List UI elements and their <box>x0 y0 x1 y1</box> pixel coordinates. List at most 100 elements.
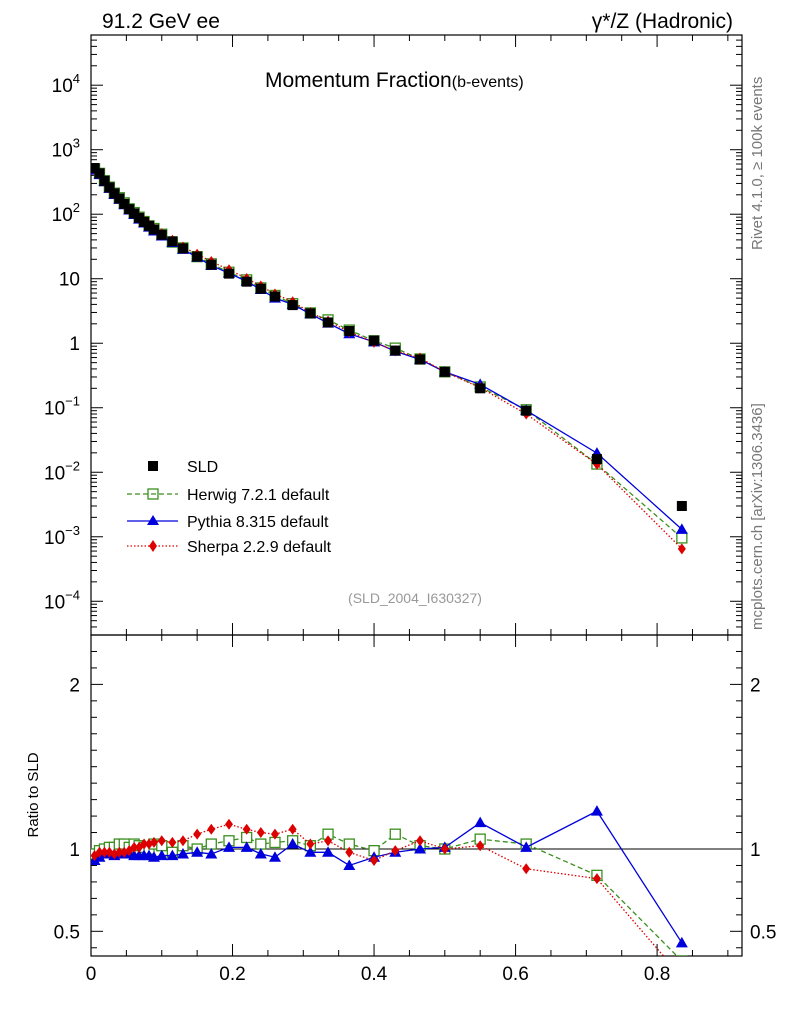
data-point-sld <box>156 229 167 240</box>
xtick-label: 0.6 <box>502 964 528 985</box>
ratio-point-3 <box>324 835 333 847</box>
data-point-sld <box>323 317 334 328</box>
ratio-point-3 <box>140 838 149 850</box>
data-point-sld <box>369 335 380 346</box>
data-point-sld <box>223 268 234 279</box>
ratio-ytick-label-left: 1 <box>69 840 80 861</box>
ratio-point-3 <box>476 840 485 852</box>
data-point-sld <box>344 325 355 336</box>
main-ytick-label: 1 <box>69 334 80 355</box>
ratio-point-3 <box>391 845 400 857</box>
ratio-point-3 <box>120 846 129 858</box>
analysis-id: (SLD_2004_I630327) <box>348 590 482 606</box>
data-point-sld <box>94 168 105 179</box>
ratio-line-1 <box>94 833 678 956</box>
data-point-sld <box>676 500 687 511</box>
legend-herwig-label: Herwig 7.2.1 default <box>187 487 330 504</box>
ratio-point-3 <box>256 827 265 839</box>
main-ytick-label: 10−3 <box>44 523 80 549</box>
data-point-sld <box>287 300 298 311</box>
ratio-point-1 <box>255 838 267 850</box>
ratio-point-2 <box>240 841 253 852</box>
ratio-point-1 <box>676 955 688 956</box>
data-point-sld <box>177 243 188 254</box>
ratio-point-3 <box>370 855 379 867</box>
data-point-sld <box>206 259 217 270</box>
data-point-sld <box>475 383 486 394</box>
main-ytick-label: 10−1 <box>44 394 80 420</box>
legend-sherpa-label: Sherpa 2.2.9 default <box>187 539 332 556</box>
data-point-sld <box>114 193 125 204</box>
main-ytick-label: 103 <box>52 136 80 162</box>
ratio-ytick-label-right: 2 <box>750 675 761 696</box>
data-point-sld <box>192 251 203 262</box>
ratio-point-3 <box>678 972 686 983</box>
ratio-ytick-label-right: 0.5 <box>750 922 776 943</box>
legend-sherpa-marker <box>149 540 157 552</box>
ratio-point-3 <box>100 846 109 858</box>
data-point-sld <box>119 198 130 209</box>
main-ytick-label: 10 <box>59 270 80 291</box>
legend-entry-sld: SLD <box>148 459 218 476</box>
plot-title-sub: (b-events) <box>452 74 524 91</box>
ratio-point-3 <box>270 828 279 840</box>
ratio-point-2 <box>474 816 487 828</box>
xtick-label: 0.2 <box>219 964 245 985</box>
ratio-point-3 <box>522 863 531 875</box>
data-point-sld <box>415 354 426 365</box>
data-point-sld <box>167 236 178 247</box>
ratio-point-3 <box>224 818 233 830</box>
ratio-point-2 <box>166 849 179 861</box>
ratio-point-3 <box>306 838 315 850</box>
legend-entry-herwig: Herwig 7.2.1 default <box>127 487 330 504</box>
ratio-plot-frame <box>90 634 743 957</box>
ratio-point-3 <box>440 843 449 855</box>
ratio-point-3 <box>149 836 158 848</box>
ratio-plot-marks <box>91 805 688 983</box>
series-line-1 <box>94 168 683 539</box>
data-point-sld <box>255 283 266 294</box>
plot-title: Momentum Fraction(b-events) <box>265 69 524 92</box>
data-point-sld <box>305 308 316 319</box>
ratio-point-3 <box>130 841 139 853</box>
ratio-axis-ticks: 0 0.2 0.4 0.6 0.8 0.5 0.5 1 1 2 2 <box>54 634 776 985</box>
data-point-sld <box>269 291 280 302</box>
ratio-point-3 <box>193 828 202 840</box>
data-point-sld <box>148 224 159 235</box>
legend-pythia-label: Pythia 8.315 default <box>187 514 329 531</box>
main-ytick-label: 10−4 <box>44 587 80 613</box>
ratio-point-2 <box>590 805 603 816</box>
ratio-point-1 <box>205 838 217 850</box>
data-point-sld <box>104 182 115 193</box>
header-left: 91.2 GeV ee <box>102 10 220 33</box>
series-point-2 <box>675 523 688 534</box>
ratio-point-3 <box>207 823 216 835</box>
ratio-point-2 <box>675 936 688 948</box>
rivet-version-label: Rivet 4.1.0, ≥ 100k events <box>749 77 766 250</box>
ratio-point-3 <box>168 836 177 848</box>
ratio-point-3 <box>242 823 251 835</box>
ratio-point-3 <box>115 846 124 858</box>
data-point-sld <box>99 175 110 186</box>
ratio-point-2 <box>205 847 218 859</box>
series-line-2 <box>94 169 683 530</box>
main-ytick-label: 10−2 <box>44 458 80 484</box>
ratio-point-3 <box>178 835 187 847</box>
ratio-point-2 <box>254 847 267 859</box>
ratio-point-3 <box>91 850 99 862</box>
data-point-sld <box>109 188 120 199</box>
ratio-point-2 <box>268 851 281 862</box>
ratio-ytick-label-right: 1 <box>750 840 761 861</box>
ratio-point-3 <box>592 873 601 885</box>
ratio-ylabel: Ratio to SLD <box>25 752 42 837</box>
legend-sld-label: SLD <box>187 459 218 476</box>
plot-title-main: Momentum Fraction <box>265 69 452 92</box>
ratio-point-1 <box>389 828 401 840</box>
ratio-point-3 <box>95 846 104 858</box>
data-point-sld <box>91 163 100 174</box>
ratio-point-2 <box>176 847 189 859</box>
ratio-point-2 <box>414 843 427 854</box>
ratio-point-2 <box>322 846 335 857</box>
legend-herwig-marker <box>147 488 159 500</box>
